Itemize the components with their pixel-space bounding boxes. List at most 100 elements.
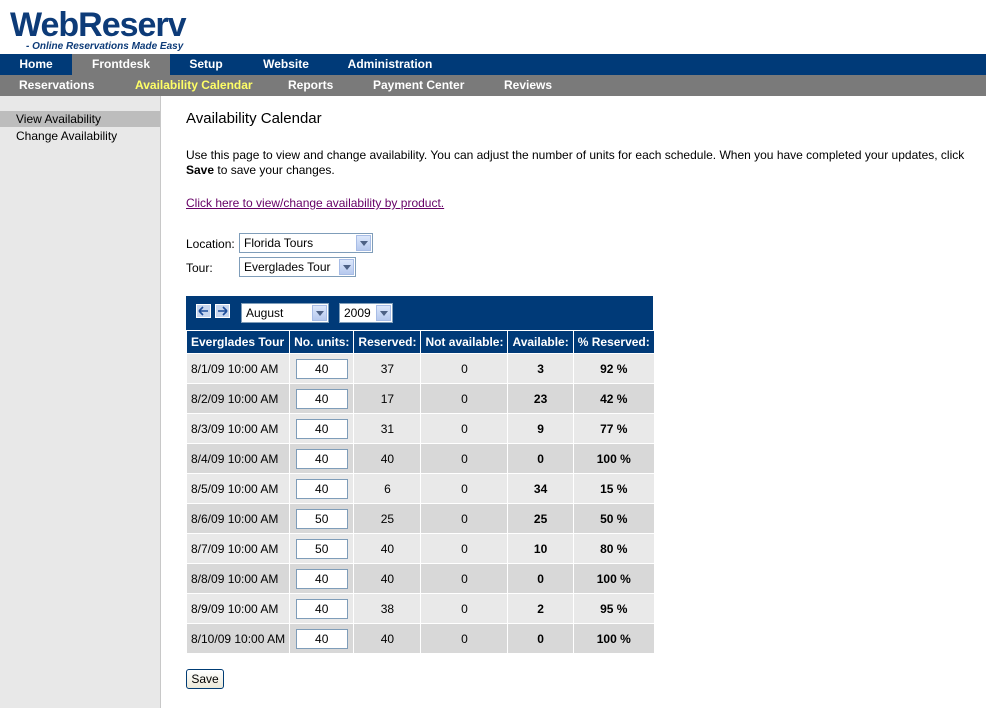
nav-home[interactable]: Home bbox=[19, 57, 53, 71]
reserved-cell: 31 bbox=[353, 413, 422, 444]
arrow-left-icon bbox=[198, 306, 208, 316]
subnav-reviews[interactable]: Reviews bbox=[504, 78, 553, 92]
available-cell: 34 bbox=[507, 473, 574, 504]
sidebar-item-view-availability[interactable]: View Availability bbox=[0, 111, 160, 127]
units-cell: 40 bbox=[289, 383, 355, 414]
col-header-tour: Everglades Tour bbox=[185, 330, 291, 354]
reserved-cell: 6 bbox=[353, 473, 422, 504]
units-input[interactable]: 40 bbox=[295, 598, 348, 619]
intro-text-part2: to save your changes. bbox=[214, 163, 335, 177]
percent-reserved-cell: 92 % bbox=[572, 353, 655, 384]
save-button[interactable]: Save bbox=[186, 669, 224, 689]
not-available-cell: 0 bbox=[420, 383, 509, 414]
next-month-button[interactable] bbox=[215, 304, 230, 318]
table-row: 8/3/09 10:00 AM 40 31 0 9 77 % bbox=[185, 413, 655, 444]
availability-by-product-link[interactable]: Click here to view/change availability b… bbox=[186, 196, 445, 210]
reserved-cell: 25 bbox=[353, 503, 422, 534]
col-header-available: Available: bbox=[507, 330, 574, 354]
availability-table: Everglades Tour No. units: Reserved: Not… bbox=[185, 330, 655, 654]
units-cell: 40 bbox=[289, 353, 355, 384]
available-cell: 3 bbox=[507, 353, 574, 384]
location-select[interactable]: Florida Tours bbox=[239, 233, 373, 253]
reserved-cell: 38 bbox=[353, 593, 422, 624]
schedule-cell: 8/8/09 10:00 AM bbox=[185, 563, 291, 594]
calendar-toolbar: August 2009 bbox=[186, 296, 653, 330]
schedule-cell: 8/9/09 10:00 AM bbox=[185, 593, 291, 624]
nav-frontdesk[interactable]: Frontdesk bbox=[72, 54, 170, 75]
units-input[interactable]: 40 bbox=[295, 448, 348, 469]
table-row: 8/9/09 10:00 AM 40 38 0 2 95 % bbox=[185, 593, 655, 624]
nav-website[interactable]: Website bbox=[263, 57, 309, 71]
table-row: 8/2/09 10:00 AM 40 17 0 23 42 % bbox=[185, 383, 655, 414]
location-label: Location: bbox=[186, 237, 235, 251]
units-input[interactable]: 40 bbox=[295, 418, 348, 439]
units-cell: 40 bbox=[289, 473, 355, 504]
col-header-not-available: Not available: bbox=[420, 330, 509, 354]
units-input[interactable]: 40 bbox=[295, 568, 348, 589]
available-cell: 0 bbox=[507, 623, 574, 654]
tour-select[interactable]: Everglades Tour bbox=[239, 257, 356, 277]
available-cell: 23 bbox=[507, 383, 574, 414]
not-available-cell: 0 bbox=[420, 533, 509, 564]
chevron-down-icon bbox=[376, 305, 391, 321]
year-select[interactable]: 2009 bbox=[339, 303, 393, 323]
schedule-cell: 8/5/09 10:00 AM bbox=[185, 473, 291, 504]
year-select-value: 2009 bbox=[344, 306, 371, 320]
subnav-reports[interactable]: Reports bbox=[288, 78, 334, 92]
not-available-cell: 0 bbox=[420, 443, 509, 474]
units-input[interactable]: 40 bbox=[295, 358, 348, 379]
schedule-cell: 8/10/09 10:00 AM bbox=[185, 623, 291, 654]
available-cell: 25 bbox=[507, 503, 574, 534]
not-available-cell: 0 bbox=[420, 563, 509, 594]
nav-administration[interactable]: Administration bbox=[347, 57, 433, 71]
available-cell: 0 bbox=[507, 443, 574, 474]
reserved-cell: 37 bbox=[353, 353, 422, 384]
month-select[interactable]: August bbox=[241, 303, 329, 323]
table-row: 8/8/09 10:00 AM 40 40 0 0 100 % bbox=[185, 563, 655, 594]
month-select-value: August bbox=[246, 306, 284, 320]
percent-reserved-cell: 100 % bbox=[572, 563, 655, 594]
percent-reserved-cell: 77 % bbox=[572, 413, 655, 444]
percent-reserved-cell: 100 % bbox=[572, 443, 655, 474]
location-select-value: Florida Tours bbox=[244, 236, 314, 250]
not-available-cell: 0 bbox=[420, 503, 509, 534]
logo[interactable]: WebReserv - Online Reservations Made Eas… bbox=[10, 8, 187, 52]
units-input[interactable]: 50 bbox=[295, 538, 348, 559]
prev-month-button[interactable] bbox=[196, 304, 211, 318]
sub-nav: Reservations Availability Calendar Repor… bbox=[0, 75, 986, 96]
tour-select-value: Everglades Tour bbox=[244, 260, 331, 274]
availability-calendar: August 2009 Everglades Tour No. units: R… bbox=[185, 296, 655, 654]
nav-setup[interactable]: Setup bbox=[189, 57, 223, 71]
not-available-cell: 0 bbox=[420, 413, 509, 444]
schedule-cell: 8/7/09 10:00 AM bbox=[185, 533, 291, 564]
units-cell: 40 bbox=[289, 443, 355, 474]
available-cell: 0 bbox=[507, 563, 574, 594]
subnav-reservations[interactable]: Reservations bbox=[19, 78, 95, 92]
subnav-availability-calendar[interactable]: Availability Calendar bbox=[135, 78, 253, 92]
sidebar: View Availability Change Availability bbox=[0, 96, 161, 708]
percent-reserved-cell: 100 % bbox=[572, 623, 655, 654]
chevron-down-icon bbox=[356, 235, 371, 251]
units-input[interactable]: 40 bbox=[295, 628, 348, 649]
subnav-payment-center[interactable]: Payment Center bbox=[373, 78, 465, 92]
units-input[interactable]: 40 bbox=[295, 388, 348, 409]
not-available-cell: 0 bbox=[420, 623, 509, 654]
schedule-cell: 8/1/09 10:00 AM bbox=[185, 353, 291, 384]
logo-tagline: - Online Reservations Made Easy bbox=[26, 41, 184, 52]
page-title: Availability Calendar bbox=[186, 110, 322, 127]
not-available-cell: 0 bbox=[420, 473, 509, 504]
units-cell: 50 bbox=[289, 533, 355, 564]
reserved-cell: 17 bbox=[353, 383, 422, 414]
table-row: 8/1/09 10:00 AM 40 37 0 3 92 % bbox=[185, 353, 655, 384]
top-nav: Home Frontdesk Setup Website Administrat… bbox=[0, 54, 986, 75]
schedule-cell: 8/6/09 10:00 AM bbox=[185, 503, 291, 534]
table-row: 8/7/09 10:00 AM 50 40 0 10 80 % bbox=[185, 533, 655, 564]
sidebar-item-change-availability[interactable]: Change Availability bbox=[16, 129, 118, 143]
tour-label: Tour: bbox=[186, 261, 213, 275]
units-input[interactable]: 50 bbox=[295, 508, 348, 529]
intro-text-part1: Use this page to view and change availab… bbox=[186, 148, 965, 162]
units-input[interactable]: 40 bbox=[295, 478, 348, 499]
percent-reserved-cell: 95 % bbox=[572, 593, 655, 624]
units-cell: 40 bbox=[289, 413, 355, 444]
percent-reserved-cell: 80 % bbox=[572, 533, 655, 564]
